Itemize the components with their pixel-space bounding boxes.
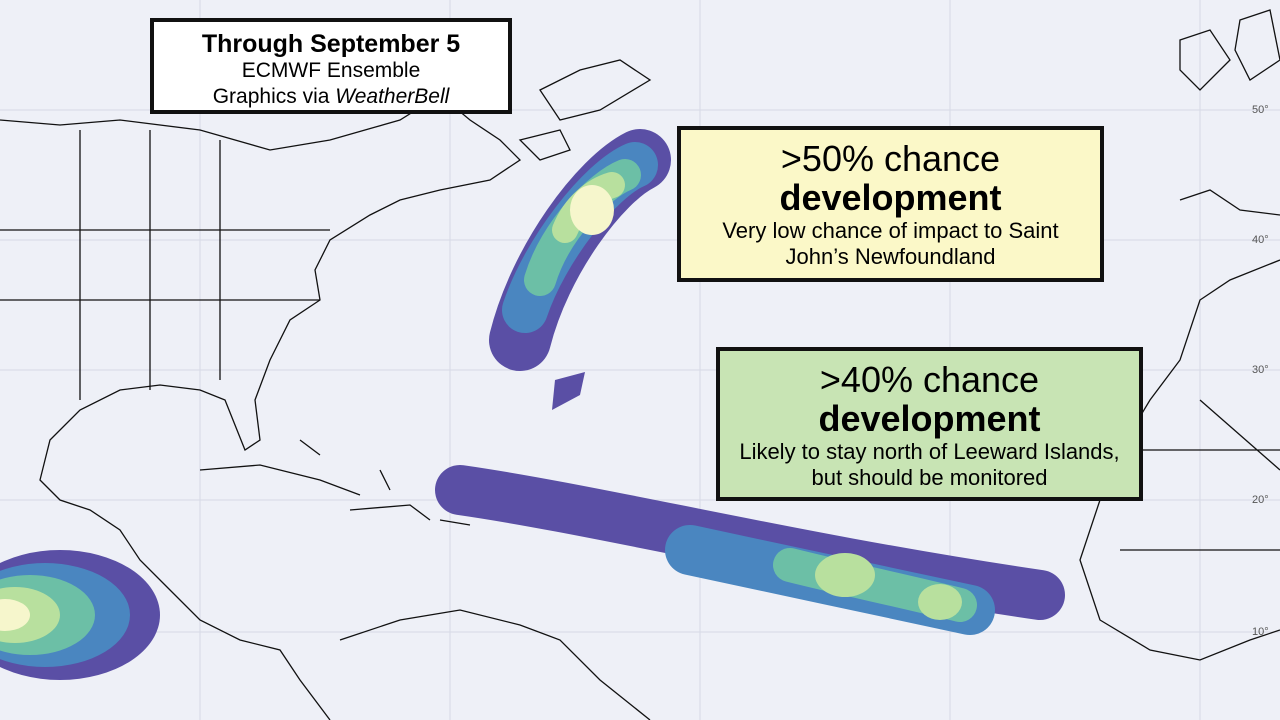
credit: Graphics via WeatherBell bbox=[154, 84, 508, 110]
credit-source: WeatherBell bbox=[335, 85, 450, 108]
subtitle: ECMWF Ensemble bbox=[241, 59, 421, 82]
probability-shading bbox=[0, 129, 1065, 680]
chance: >40% chance bbox=[819, 359, 1040, 400]
detail: Likely to stay north of Leeward Islands,… bbox=[739, 439, 1120, 490]
latitude-label: 50° bbox=[1252, 104, 1269, 116]
title: Through September 5 bbox=[201, 30, 461, 58]
callout: >40% chance development Likely to stay n… bbox=[716, 347, 1143, 501]
detail: Very low chance of impact to Saint John’… bbox=[722, 218, 1059, 269]
title-box: Through September 5 ECMWF Ensemble Graph… bbox=[150, 18, 512, 114]
latitude-label: 20° bbox=[1252, 494, 1269, 506]
headline: development bbox=[779, 177, 1002, 218]
chance: >50% chance bbox=[780, 138, 1001, 179]
latitude-label: 10° bbox=[1252, 626, 1269, 638]
credit-prefix: Graphics via bbox=[212, 85, 336, 108]
headline: development bbox=[818, 398, 1041, 439]
latitude-label: 40° bbox=[1252, 234, 1269, 246]
callout: >50% chance development Very low chance … bbox=[677, 126, 1104, 282]
latitude-label: 30° bbox=[1252, 364, 1269, 376]
